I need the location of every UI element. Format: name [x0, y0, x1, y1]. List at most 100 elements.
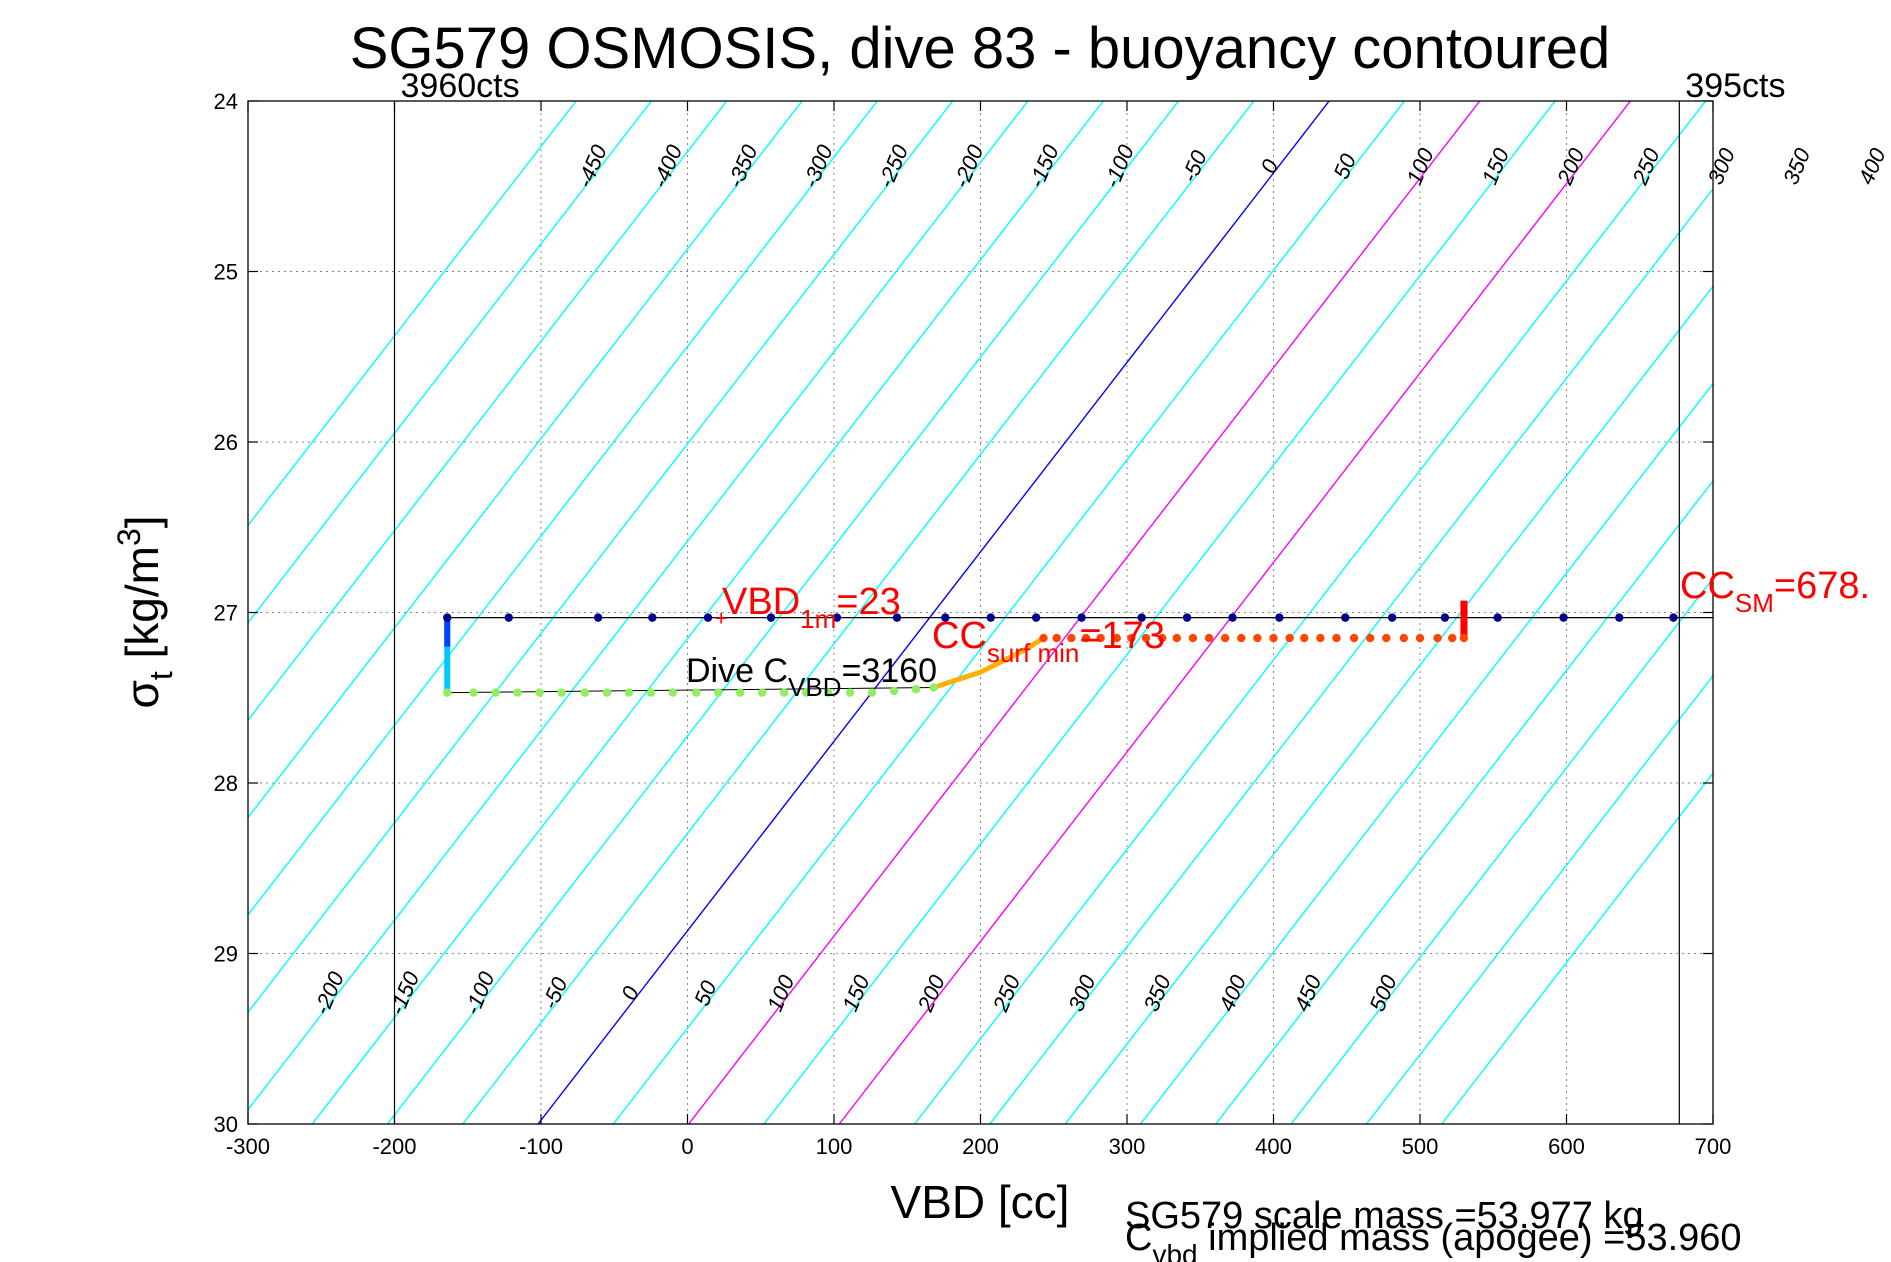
data-point: [513, 688, 522, 697]
x-tick-label: 0: [681, 1134, 693, 1159]
data-point: [1459, 633, 1469, 643]
contour-label: 0: [1256, 155, 1284, 177]
y-axis-label: σt [kg/m3]: [111, 515, 179, 708]
data-point: [801, 688, 811, 697]
contour-line: [914, 101, 1707, 1124]
data-point: [1341, 613, 1350, 622]
y-tick-label: 24: [214, 89, 238, 114]
contour-label: -200: [948, 140, 989, 191]
contour-line: [311, 101, 1104, 1124]
data-point: [1157, 633, 1167, 643]
vbd1m-annotation: VBD1m=23: [722, 581, 901, 634]
y-tick-label: 27: [214, 601, 238, 626]
data-point: [1127, 633, 1136, 643]
data-point: [1077, 613, 1086, 622]
data-point: [1039, 633, 1048, 643]
contour-label: 200: [1552, 144, 1590, 189]
data-point: [602, 688, 612, 697]
x-tick-label: 100: [816, 1134, 853, 1159]
x-tick-label: 600: [1548, 1134, 1585, 1159]
contour-label: 50: [689, 976, 722, 1009]
data-point: [779, 688, 789, 697]
contour-line: [462, 101, 1255, 1124]
contour-line: [248, 101, 577, 527]
y-axis-label-sub: t: [143, 671, 179, 680]
data-point: [504, 613, 513, 622]
x-tick-label: 400: [1255, 1134, 1292, 1159]
data-point: [1275, 613, 1284, 622]
contour-labels: -450 -400 -350 -300 -250 -200 -150 -100 -50 0 50 10…: [309, 140, 1891, 1018]
y-axis-label-main: σ: [116, 680, 168, 708]
data-point: [1285, 633, 1294, 643]
contour-label: 250: [987, 971, 1025, 1016]
contour-line: [763, 101, 1556, 1124]
data-point: [1440, 613, 1450, 622]
contour-label: 50: [1329, 149, 1362, 182]
data-point: [491, 688, 500, 697]
footer-line-2-main: C: [1125, 1217, 1152, 1259]
data-point: [1220, 633, 1230, 643]
data-point: [929, 683, 938, 692]
contour-label: -200: [309, 967, 350, 1018]
contour-label: 350: [1138, 971, 1176, 1015]
data-point: [692, 688, 701, 697]
data-point: [1365, 633, 1375, 643]
chart-title: SG579 OSMOSIS, dive 83 - buoyancy contou…: [350, 16, 1611, 81]
data-point: [1112, 633, 1121, 643]
data-point: [1332, 633, 1341, 643]
data-point: [1269, 633, 1278, 643]
y-tick-label: 25: [214, 260, 238, 285]
contour-line: [838, 101, 1631, 1124]
series-path: [932, 635, 1045, 690]
data-point: [1204, 633, 1214, 643]
y-tick-label: 28: [214, 771, 238, 796]
data-point: [714, 688, 723, 697]
contour-label: 350: [1778, 144, 1816, 188]
data-point: [1137, 613, 1146, 622]
contour-line: [1215, 479, 1713, 1124]
data-point: [736, 688, 745, 697]
contour-line: [248, 101, 728, 722]
vertical-markers: 3960cts 395cts: [393, 67, 1785, 1124]
cc-surf-min-annotation: CCsurf min=173: [932, 615, 1165, 668]
x-tick-label: 500: [1402, 1134, 1439, 1159]
x-tick-label: -300: [226, 1134, 270, 1159]
data-point: [469, 688, 478, 697]
grid: [248, 101, 1713, 1124]
y-tick-label: 26: [214, 430, 238, 455]
data-point: [1237, 633, 1246, 643]
data-point: [557, 688, 566, 697]
data-point: [1382, 633, 1391, 643]
data-point: [832, 613, 842, 622]
data-point: [1316, 633, 1325, 643]
y-tick-label: 30: [214, 1112, 238, 1137]
contour-line: [248, 101, 954, 1014]
data-point: [823, 688, 833, 697]
data-point: [1182, 613, 1192, 622]
data-point: [766, 613, 776, 622]
data-point: [1067, 633, 1076, 643]
footer-line-2-tail: implied mass (apogee) =53.960: [1198, 1217, 1742, 1259]
data-point: [845, 688, 855, 697]
data-point: [867, 688, 877, 697]
x-tick-label: 200: [962, 1134, 999, 1159]
contour-label: 300: [1703, 144, 1741, 188]
contour-label: -50: [1177, 146, 1213, 186]
data-point: [646, 688, 656, 697]
data-point: [593, 613, 603, 622]
footer: SG579 scale mass =53.977 kg Cvbd implied…: [1125, 1195, 1742, 1262]
axes-frame: [247, 100, 1714, 1125]
data-point: [703, 613, 713, 622]
contour-label: 500: [1364, 971, 1402, 1015]
contour-label: -50: [537, 973, 573, 1013]
y-tick-label: 29: [214, 942, 238, 967]
data-point: [1615, 613, 1624, 622]
contour-label: 250: [1627, 144, 1665, 189]
data-point: [1188, 633, 1198, 643]
data-point: [1300, 633, 1309, 643]
data-point: [986, 613, 995, 622]
data-point: [911, 685, 921, 694]
contour-line: [386, 101, 1180, 1124]
data-point: [1415, 633, 1425, 643]
data-point: [624, 688, 634, 697]
